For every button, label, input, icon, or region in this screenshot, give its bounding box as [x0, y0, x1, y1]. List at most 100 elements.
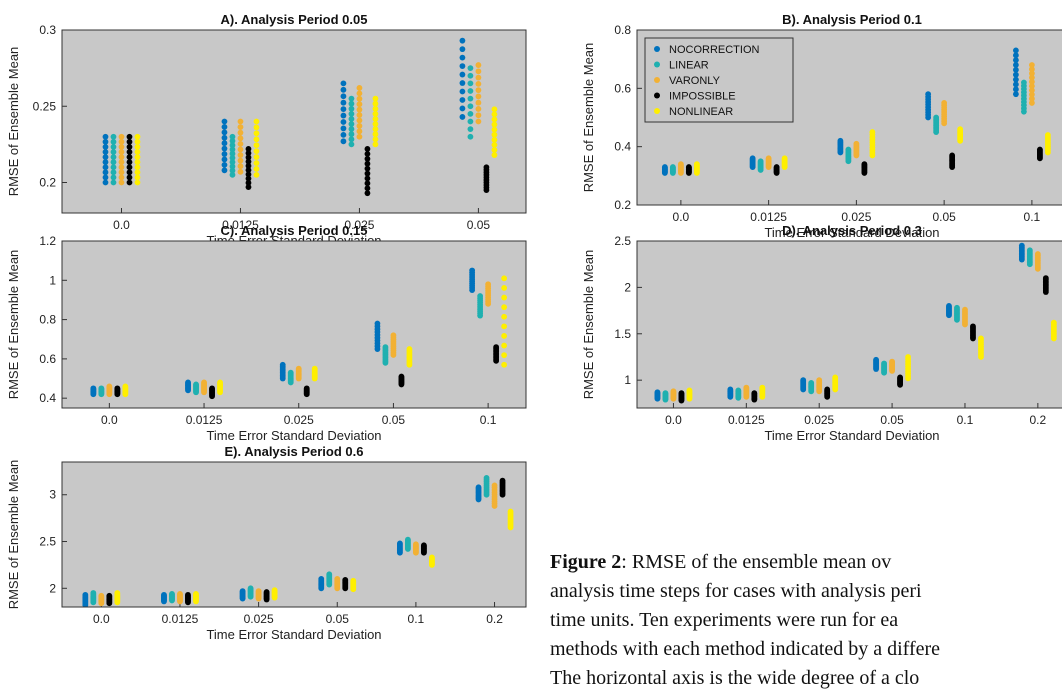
data-point-varonly	[255, 588, 262, 594]
data-point-linear	[229, 155, 236, 161]
data-point-nonlinear	[253, 124, 260, 131]
data-point-impossible	[364, 150, 371, 157]
data-point-impossible	[751, 396, 758, 403]
data-point-linear	[229, 150, 236, 157]
data-point-impossible	[303, 390, 310, 396]
data-point-linear	[110, 154, 117, 160]
data-point-nonlinear	[372, 95, 379, 102]
data-point-impossible	[364, 155, 371, 162]
data-point-linear	[348, 126, 355, 133]
data-point-impossible	[824, 392, 831, 399]
legend-marker	[654, 61, 660, 68]
data-point-varonly	[237, 135, 244, 142]
data-point-impossible	[364, 170, 371, 177]
data-point-nonlinear	[501, 342, 508, 349]
caption-line-4: methods with each method indicated by a …	[550, 638, 941, 660]
data-point-nocorrection	[837, 145, 844, 152]
data-point-nonlinear	[978, 343, 984, 350]
data-point-nocorrection	[1012, 71, 1019, 78]
data-point-nocorrection	[727, 387, 734, 394]
data-point-linear	[229, 163, 236, 170]
x-tick-label: 0.025	[841, 210, 871, 224]
data-point-impossible	[773, 165, 780, 172]
data-point-varonly	[677, 168, 684, 174]
y-tick-label: 2.5	[39, 535, 56, 549]
data-points	[82, 475, 514, 607]
data-point-nocorrection	[727, 393, 734, 399]
data-point-nonlinear	[372, 126, 379, 133]
data-point-nocorrection	[374, 334, 381, 341]
data-point-nocorrection	[221, 167, 228, 174]
y-tick-label: 0.8	[39, 313, 56, 327]
data-point-linear	[348, 121, 355, 127]
data-point-nonlinear	[491, 147, 498, 153]
data-point-impossible	[897, 381, 903, 388]
data-point-varonly	[255, 594, 262, 600]
legend-entry: VARONLY	[669, 75, 721, 87]
caption-line-5: The horizontal axis is the wide degree o…	[550, 667, 920, 689]
data-point-varonly	[670, 388, 677, 395]
y-tick-label: 0.6	[614, 81, 631, 95]
data-point-varonly	[1028, 78, 1035, 85]
data-point-impossible	[970, 328, 976, 335]
data-point-linear	[110, 149, 117, 155]
data-point-nocorrection	[221, 145, 228, 152]
data-point-nonlinear	[759, 393, 766, 400]
data-point-linear	[954, 308, 960, 315]
data-point-impossible	[126, 159, 133, 166]
data-point-varonly	[677, 161, 684, 168]
data-point-varonly	[816, 385, 823, 392]
data-point-linear	[1026, 259, 1033, 266]
data-point-varonly	[1028, 87, 1035, 94]
data-point-varonly	[1028, 74, 1035, 81]
plot-background	[62, 30, 526, 213]
data-point-nonlinear	[271, 590, 278, 597]
data-point-nonlinear	[134, 133, 141, 140]
data-point-nocorrection	[161, 597, 167, 604]
data-point-nonlinear	[978, 352, 984, 358]
data-point-varonly	[475, 99, 482, 106]
data-point-nonlinear	[507, 508, 514, 515]
data-point-nocorrection	[459, 71, 466, 78]
y-tick-label: 0.25	[33, 99, 57, 113]
data-point-varonly	[491, 493, 498, 500]
x-tick-label: 0.0125	[222, 218, 259, 232]
data-point-impossible	[126, 154, 133, 160]
data-point-varonly	[295, 365, 302, 372]
axes-frame	[61, 461, 527, 608]
x-axis-label: Time Error Standard Deviation	[764, 428, 939, 443]
data-point-impossible	[126, 138, 133, 145]
data-point-linear	[845, 155, 852, 162]
data-point-nocorrection	[340, 131, 347, 138]
data-point-impossible	[483, 169, 490, 176]
x-tick-label: 0.1	[957, 413, 974, 427]
x-tick-label: 0.0	[673, 210, 690, 224]
data-point-varonly	[475, 62, 482, 68]
data-point-nocorrection	[925, 104, 932, 111]
data-point-nocorrection	[340, 93, 347, 100]
data-point-linear	[98, 387, 105, 394]
x-tick-label: 0.05	[880, 413, 904, 427]
data-point-nonlinear	[372, 136, 379, 143]
data-point-varonly	[1028, 83, 1035, 89]
data-point-impossible	[493, 345, 500, 352]
data-point-varonly	[485, 281, 492, 288]
legend-entry: NONLINEAR	[669, 106, 733, 118]
y-tick-label: 0.3	[39, 23, 56, 37]
data-point-varonly	[853, 149, 860, 156]
data-point-varonly	[475, 87, 482, 94]
data-point-nocorrection	[340, 99, 347, 106]
caption-line-2: analysis time steps for cases with analy…	[550, 580, 922, 602]
data-point-nonlinear	[253, 136, 260, 143]
x-tick-label: 0.2	[1030, 413, 1047, 427]
data-point-varonly	[334, 585, 341, 592]
data-point-nonlinear	[905, 368, 911, 375]
legend-marker	[654, 92, 660, 99]
data-point-linear	[229, 167, 236, 174]
data-point-impossible	[949, 155, 956, 161]
y-tick-label: 1	[624, 373, 631, 387]
y-tick-label: 3	[49, 488, 56, 502]
data-point-nonlinear	[491, 126, 498, 133]
data-point-varonly	[118, 144, 125, 150]
data-point-nocorrection	[1012, 47, 1019, 54]
